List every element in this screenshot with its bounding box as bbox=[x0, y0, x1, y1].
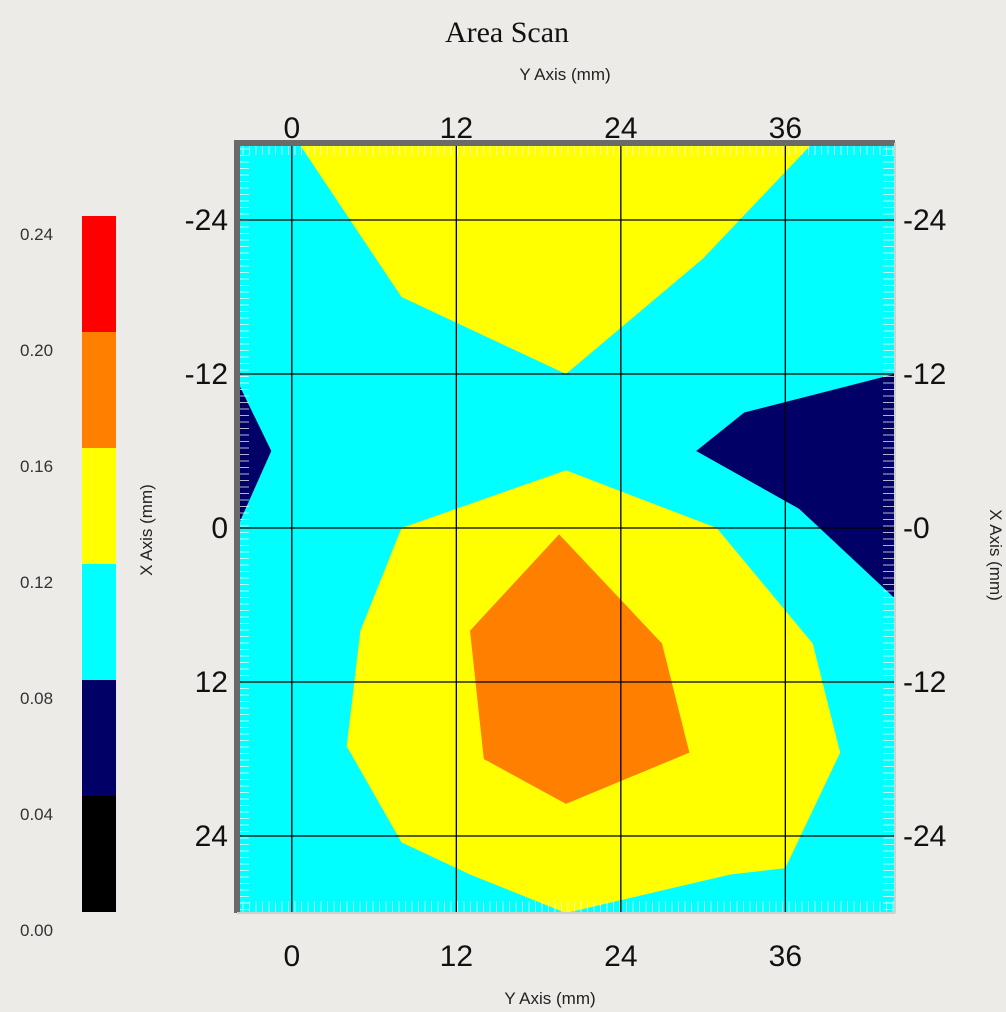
colorbar-tick: 0.04 bbox=[20, 805, 53, 824]
colorbar-tick: 0.08 bbox=[20, 689, 53, 708]
grid-lines bbox=[237, 143, 895, 913]
y-tick-right: -12 bbox=[903, 666, 946, 699]
colorbar-tick: 0.12 bbox=[20, 573, 53, 592]
colorbar-band-4 bbox=[82, 332, 116, 448]
y-tick-right: -0 bbox=[903, 512, 930, 545]
y-tick-left: 12 bbox=[195, 666, 228, 699]
x-tick-bottom: 36 bbox=[769, 940, 802, 973]
y-tick-right: -24 bbox=[903, 820, 946, 853]
chart-title: Area Scan bbox=[445, 16, 569, 49]
x-axis-title-top: Y Axis (mm) bbox=[519, 65, 610, 84]
x-tick-top: 12 bbox=[440, 112, 473, 145]
contour-region-0 bbox=[298, 143, 813, 374]
colorbar-tick: 0.20 bbox=[20, 341, 53, 360]
x-tick-bottom: 0 bbox=[283, 940, 300, 973]
contour-region-2 bbox=[696, 374, 895, 599]
x-tick-top: 0 bbox=[283, 112, 300, 145]
colorbar-band-5 bbox=[82, 216, 116, 332]
x-tick-bottom: 24 bbox=[604, 940, 637, 973]
minor-ticks bbox=[237, 143, 895, 913]
colorbar: 0.00 0.04 0.08 0.12 0.16 0.20 0.24 bbox=[20, 216, 116, 940]
colorbar-band-3 bbox=[82, 448, 116, 564]
y-tick-left: 0 bbox=[211, 512, 228, 545]
y-axis-title-left: X Axis (mm) bbox=[137, 484, 156, 576]
colorbar-tick: 0.00 bbox=[20, 921, 53, 940]
y-tick-left: -12 bbox=[185, 358, 228, 391]
contour-region-4 bbox=[470, 534, 690, 804]
y-tick-left: 24 bbox=[195, 820, 228, 853]
plot-area bbox=[234, 140, 896, 914]
y-axis-title-right: X Axis (mm) bbox=[986, 509, 1005, 601]
contour-region-1 bbox=[237, 380, 272, 528]
x-tick-top: 24 bbox=[604, 112, 637, 145]
x-tick-bottom: 12 bbox=[440, 940, 473, 973]
x-axis-title-bottom: Y Axis (mm) bbox=[504, 989, 595, 1008]
colorbar-tick: 0.24 bbox=[20, 225, 53, 244]
colorbar-band-1 bbox=[82, 680, 116, 796]
axis-ticks: 0 0 12 12 24 24 36 36 -24 -24 -12 -12 0 -0 12 -12 24 -24 bbox=[185, 112, 947, 973]
y-tick-right: -24 bbox=[903, 204, 946, 237]
y-tick-right: -12 bbox=[903, 358, 946, 391]
colorbar-band-0 bbox=[82, 796, 116, 912]
colorbar-tick: 0.16 bbox=[20, 457, 53, 476]
x-tick-top: 36 bbox=[769, 112, 802, 145]
y-tick-left: -24 bbox=[185, 204, 228, 237]
colorbar-band-2 bbox=[82, 564, 116, 680]
